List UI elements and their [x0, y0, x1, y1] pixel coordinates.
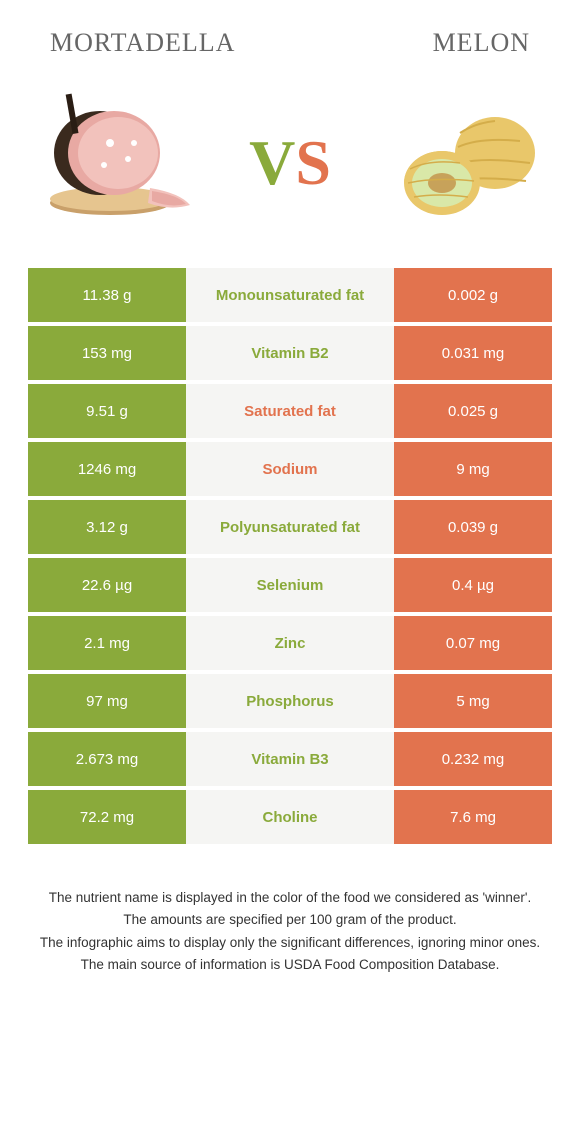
nutrient-label: Monounsaturated fat [186, 268, 394, 322]
footnote-line: The infographic aims to display only the… [36, 933, 544, 953]
value-right: 0.031 mg [394, 326, 552, 380]
nutrient-label: Polyunsaturated fat [186, 500, 394, 554]
mortadella-image [40, 93, 200, 233]
nutrient-label: Phosphorus [186, 674, 394, 728]
title-left: MORTADELLA [50, 28, 235, 58]
nutrient-label: Choline [186, 790, 394, 844]
value-left: 72.2 mg [28, 790, 186, 844]
value-left: 11.38 g [28, 268, 186, 322]
table-row: 22.6 µgSelenium0.4 µg [28, 558, 552, 612]
footnote-line: The main source of information is USDA F… [36, 955, 544, 975]
table-row: 72.2 mgCholine7.6 mg [28, 790, 552, 844]
vs-v: V [249, 126, 295, 200]
value-right: 0.07 mg [394, 616, 552, 670]
nutrient-label: Vitamin B3 [186, 732, 394, 786]
table-row: 3.12 gPolyunsaturated fat0.039 g [28, 500, 552, 554]
value-left: 97 mg [28, 674, 186, 728]
value-left: 2.1 mg [28, 616, 186, 670]
header: MORTADELLA MELON [0, 0, 580, 68]
footnote-line: The nutrient name is displayed in the co… [36, 888, 544, 908]
value-right: 0.025 g [394, 384, 552, 438]
table-row: 11.38 gMonounsaturated fat0.002 g [28, 268, 552, 322]
value-right: 7.6 mg [394, 790, 552, 844]
footnote-line: The amounts are specified per 100 gram o… [36, 910, 544, 930]
hero: VS [0, 68, 580, 268]
value-left: 153 mg [28, 326, 186, 380]
table-row: 1246 mgSodium9 mg [28, 442, 552, 496]
nutrient-label: Sodium [186, 442, 394, 496]
value-right: 0.039 g [394, 500, 552, 554]
nutrient-label: Selenium [186, 558, 394, 612]
nutrient-label: Saturated fat [186, 384, 394, 438]
nutrient-label: Zinc [186, 616, 394, 670]
value-right: 0.232 mg [394, 732, 552, 786]
value-right: 0.4 µg [394, 558, 552, 612]
vs-label: VS [249, 126, 331, 200]
nutrient-label: Vitamin B2 [186, 326, 394, 380]
table-row: 153 mgVitamin B20.031 mg [28, 326, 552, 380]
value-left: 9.51 g [28, 384, 186, 438]
value-left: 2.673 mg [28, 732, 186, 786]
vs-s: S [295, 126, 331, 200]
value-left: 22.6 µg [28, 558, 186, 612]
table-row: 9.51 gSaturated fat0.025 g [28, 384, 552, 438]
table-row: 2.1 mgZinc0.07 mg [28, 616, 552, 670]
title-right: MELON [433, 28, 530, 58]
value-right: 0.002 g [394, 268, 552, 322]
value-right: 5 mg [394, 674, 552, 728]
value-left: 1246 mg [28, 442, 186, 496]
footnote: The nutrient name is displayed in the co… [0, 848, 580, 975]
value-left: 3.12 g [28, 500, 186, 554]
melon-image [380, 93, 540, 233]
table-row: 2.673 mgVitamin B30.232 mg [28, 732, 552, 786]
value-right: 9 mg [394, 442, 552, 496]
nutrient-table: 11.38 gMonounsaturated fat0.002 g153 mgV… [0, 268, 580, 844]
table-row: 97 mgPhosphorus5 mg [28, 674, 552, 728]
